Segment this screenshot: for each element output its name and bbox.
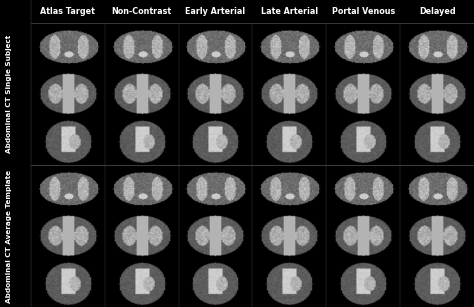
Text: Early Arterial: Early Arterial — [185, 7, 246, 16]
Text: Delayed: Delayed — [419, 7, 456, 16]
Text: Abdominal CT Single Subject: Abdominal CT Single Subject — [6, 35, 11, 153]
Text: Non-Contrast: Non-Contrast — [111, 7, 172, 16]
Text: Atlas Target: Atlas Target — [40, 7, 95, 16]
Text: Abdominal CT Average Template: Abdominal CT Average Template — [6, 169, 11, 302]
Text: Late Arterial: Late Arterial — [261, 7, 318, 16]
Text: Portal Venous: Portal Venous — [332, 7, 395, 16]
